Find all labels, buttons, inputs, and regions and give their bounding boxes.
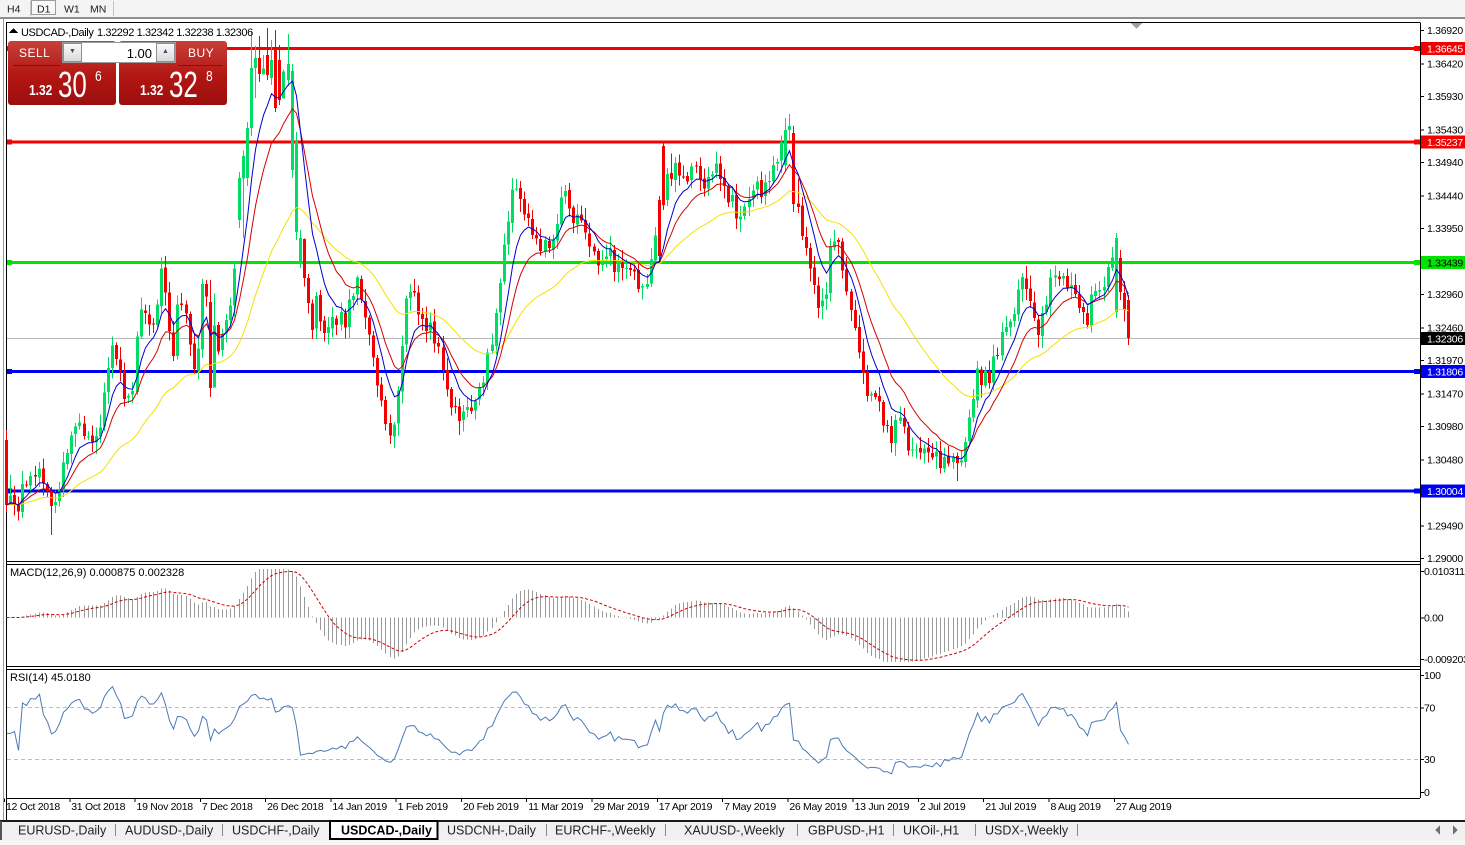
svg-text:2 Jul 2019: 2 Jul 2019 <box>920 801 966 813</box>
svg-text:7 May 2019: 7 May 2019 <box>724 801 776 813</box>
svg-text:8 Aug 2019: 8 Aug 2019 <box>1050 801 1101 813</box>
svg-text:0: 0 <box>1424 787 1430 799</box>
svg-text:30: 30 <box>1424 754 1436 766</box>
svg-text:1.32960: 1.32960 <box>1427 289 1463 301</box>
svg-text:USDCAD-,Daily: USDCAD-,Daily <box>341 824 432 838</box>
svg-text:XAUUSD-,Weekly: XAUUSD-,Weekly <box>684 824 785 838</box>
svg-text:0.010311: 0.010311 <box>1424 566 1465 578</box>
svg-text:GBPUSD-,H1: GBPUSD-,H1 <box>808 824 884 838</box>
svg-text:D1: D1 <box>37 4 51 16</box>
svg-text:26 Dec 2018: 26 Dec 2018 <box>267 801 324 813</box>
svg-text:29 Mar 2019: 29 Mar 2019 <box>594 801 650 813</box>
svg-text:1.30980: 1.30980 <box>1427 421 1463 433</box>
svg-text:H4: H4 <box>7 4 21 16</box>
svg-text:1.35930: 1.35930 <box>1427 91 1463 103</box>
svg-text:USDX-,Weekly: USDX-,Weekly <box>985 824 1069 838</box>
svg-text:7 Dec 2018: 7 Dec 2018 <box>202 801 253 813</box>
svg-text:14 Jan 2019: 14 Jan 2019 <box>332 801 387 813</box>
svg-text:1.31806: 1.31806 <box>1427 367 1463 379</box>
svg-text:1.30480: 1.30480 <box>1427 454 1463 466</box>
svg-text:RSI(14) 45.0180: RSI(14) 45.0180 <box>10 672 91 684</box>
svg-text:26 May 2019: 26 May 2019 <box>789 801 847 813</box>
svg-text:1.30004: 1.30004 <box>1427 486 1463 498</box>
svg-text:21 Jul 2019: 21 Jul 2019 <box>985 801 1036 813</box>
svg-text:0.00: 0.00 <box>1424 613 1444 625</box>
svg-text:100: 100 <box>1424 670 1441 682</box>
svg-text:20 Feb 2019: 20 Feb 2019 <box>463 801 519 813</box>
svg-text:1.32460: 1.32460 <box>1427 322 1463 334</box>
svg-text:1.31470: 1.31470 <box>1427 388 1463 400</box>
svg-text:70: 70 <box>1424 703 1436 715</box>
svg-text:1.31970: 1.31970 <box>1427 355 1463 367</box>
svg-text:12 Oct 2018: 12 Oct 2018 <box>6 801 60 813</box>
svg-text:1.34440: 1.34440 <box>1427 190 1463 202</box>
svg-text:19 Nov 2018: 19 Nov 2018 <box>137 801 194 813</box>
svg-text:11 Mar 2019: 11 Mar 2019 <box>528 801 583 813</box>
svg-text:USDCAD-,Daily: USDCAD-,Daily <box>21 27 94 39</box>
svg-text:13 Jun 2019: 13 Jun 2019 <box>855 801 910 813</box>
svg-text:1.29490: 1.29490 <box>1427 520 1463 532</box>
svg-text:1.36420: 1.36420 <box>1427 58 1463 70</box>
svg-text:1.36645: 1.36645 <box>1427 43 1463 55</box>
svg-text:1.36920: 1.36920 <box>1427 25 1463 37</box>
svg-text:EURUSD-,Daily: EURUSD-,Daily <box>18 824 107 838</box>
svg-text:1 Feb 2019: 1 Feb 2019 <box>398 801 449 813</box>
svg-text:27 Aug 2019: 27 Aug 2019 <box>1116 801 1172 813</box>
svg-text:1.32292 1.32342 1.32238 1.3230: 1.32292 1.32342 1.32238 1.32306 <box>97 27 253 39</box>
svg-text:USDCNH-,Daily: USDCNH-,Daily <box>447 824 537 838</box>
svg-text:AUDUSD-,Daily: AUDUSD-,Daily <box>125 824 214 838</box>
svg-text:17 Apr 2019: 17 Apr 2019 <box>659 801 713 813</box>
svg-text:1.29000: 1.29000 <box>1427 553 1463 565</box>
svg-text:EURCHF-,Weekly: EURCHF-,Weekly <box>555 824 656 838</box>
svg-text:UKOil-,H1: UKOil-,H1 <box>903 824 959 838</box>
svg-text:MN: MN <box>90 4 106 16</box>
svg-text:1.33950: 1.33950 <box>1427 223 1463 235</box>
svg-text:1.32306: 1.32306 <box>1427 334 1463 346</box>
svg-text:MACD(12,26,9) 0.000875 0.00232: MACD(12,26,9) 0.000875 0.002328 <box>10 567 184 579</box>
svg-text:-0.009203: -0.009203 <box>1424 654 1465 666</box>
svg-text:1.35430: 1.35430 <box>1427 124 1463 136</box>
svg-text:31 Oct 2018: 31 Oct 2018 <box>71 801 125 813</box>
svg-text:1.35237: 1.35237 <box>1427 137 1463 149</box>
svg-text:W1: W1 <box>64 4 80 16</box>
svg-text:USDCHF-,Daily: USDCHF-,Daily <box>232 824 320 838</box>
svg-text:1.33439: 1.33439 <box>1427 258 1463 270</box>
svg-text:1.34940: 1.34940 <box>1427 157 1463 169</box>
